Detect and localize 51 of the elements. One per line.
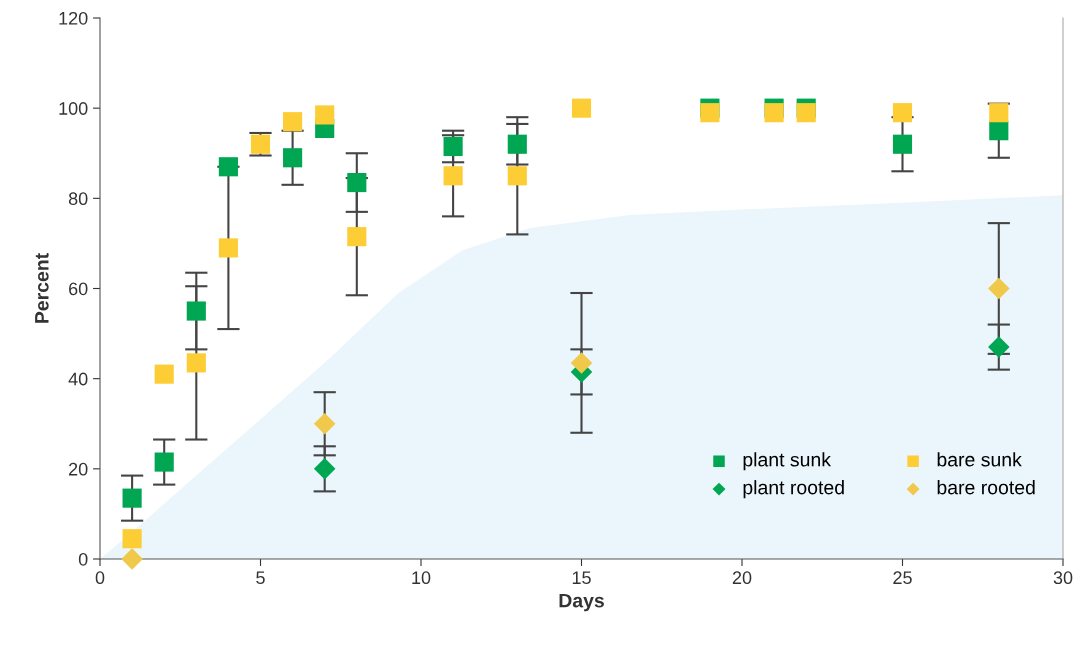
- point: [313, 458, 336, 480]
- x-tick-label: 15: [572, 571, 591, 585]
- y-tick-label: 80: [68, 192, 88, 206]
- y-tick-label: 40: [68, 372, 88, 386]
- point: [571, 98, 592, 118]
- point: [283, 148, 303, 168]
- x-tick-label: 30: [1053, 571, 1073, 585]
- point: [122, 529, 142, 549]
- legend-label: bare rooted: [937, 480, 1035, 495]
- point: [507, 166, 527, 186]
- point: [764, 103, 784, 123]
- y-axis-title: Percent: [35, 253, 49, 323]
- point: [347, 172, 367, 193]
- y-tick-label: 0: [78, 552, 88, 566]
- point: [700, 103, 720, 123]
- y-tick-label: 20: [69, 462, 88, 476]
- point: [121, 548, 143, 570]
- point: [154, 364, 174, 384]
- legend-label: plant sunk: [743, 452, 832, 471]
- point: [570, 352, 593, 374]
- point: [443, 136, 463, 157]
- point: [507, 134, 527, 154]
- x-tick-label: 0: [95, 571, 105, 585]
- x-tick-label: 5: [256, 571, 265, 585]
- point: [315, 105, 335, 125]
- point: [988, 277, 1010, 300]
- x-tick-label: 20: [732, 571, 752, 585]
- point: [892, 103, 913, 123]
- point: [283, 112, 303, 132]
- legend-label: plant rooted: [743, 480, 844, 499]
- point: [989, 103, 1009, 123]
- x-tick-label: 25: [893, 571, 912, 585]
- point: [122, 488, 142, 508]
- point: [347, 227, 367, 247]
- point: [154, 452, 174, 472]
- x-tick-label: 10: [412, 571, 431, 585]
- legend-label: bare sunk: [937, 452, 1022, 467]
- y-tick-label: 120: [59, 11, 88, 25]
- point: [988, 336, 1010, 358]
- x-axis-title: Days: [559, 593, 604, 612]
- point: [218, 157, 238, 177]
- point: [186, 353, 206, 373]
- point: [218, 238, 238, 258]
- y-tick-label: 100: [59, 102, 88, 115]
- point: [443, 166, 463, 186]
- point: [313, 412, 336, 435]
- point: [892, 134, 913, 154]
- point: [186, 301, 206, 321]
- point: [796, 103, 816, 123]
- y-tick-label: 60: [69, 282, 88, 296]
- point: [989, 121, 1009, 141]
